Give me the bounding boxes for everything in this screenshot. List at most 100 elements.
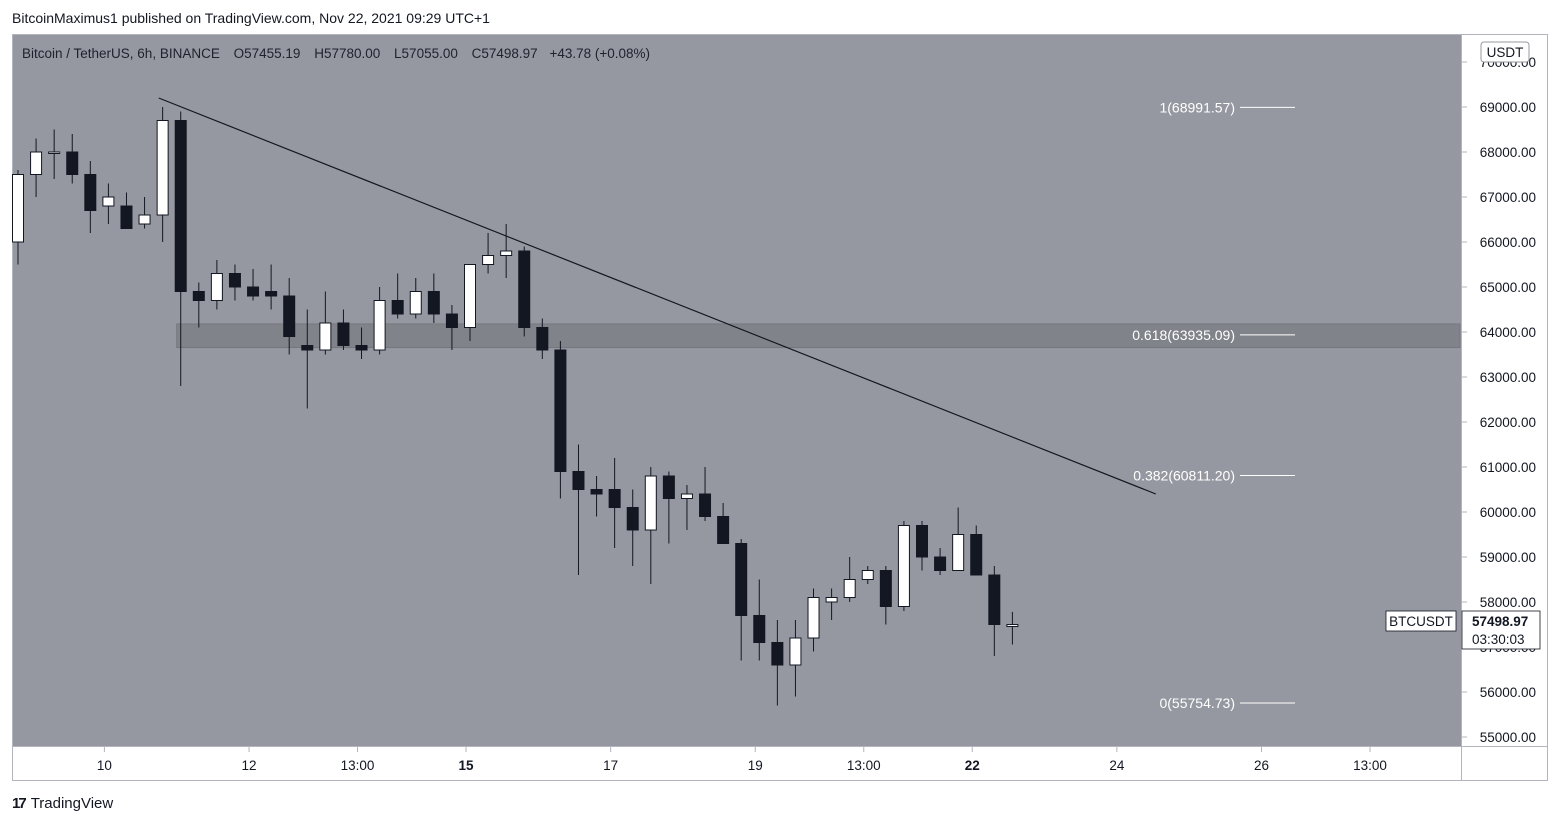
candle-body	[391, 300, 404, 315]
candle	[644, 467, 657, 584]
time-tick-label: 19	[748, 758, 763, 773]
candle	[879, 566, 892, 625]
candle-body	[464, 264, 476, 328]
candle-body	[518, 250, 531, 328]
fibonacci-layer: 1(68991.57) 0.618(63935.09) 0.382(60811.20…	[1132, 99, 1295, 711]
candle	[861, 566, 874, 584]
currency-badge[interactable]: USDT	[1480, 41, 1530, 63]
time-tick-label: 22	[965, 758, 980, 773]
last-price-tag: 57498.97 03:30:03	[1461, 610, 1541, 650]
tradingview-brand: TradingView	[30, 795, 114, 812]
time-tick-label: 13:00	[847, 758, 881, 773]
candle	[843, 557, 856, 602]
price-tick-label: 64000.00	[1480, 325, 1536, 340]
candle	[12, 170, 24, 265]
candle-body	[12, 174, 24, 243]
candle-body	[879, 570, 892, 607]
candle	[554, 341, 567, 499]
candle-body	[247, 286, 260, 297]
candle	[626, 489, 639, 566]
candle-body	[445, 313, 458, 328]
candle	[753, 579, 766, 661]
candle-body	[662, 475, 675, 499]
support-zone	[176, 323, 1461, 349]
candle	[391, 273, 404, 319]
candle-body	[156, 120, 169, 216]
candle	[102, 183, 115, 224]
candle-body	[680, 493, 693, 499]
price-tick-label: 62000.00	[1480, 415, 1536, 430]
candle	[916, 521, 928, 571]
time-tick-label: 26	[1254, 758, 1269, 773]
candle-body	[771, 642, 784, 666]
candle	[265, 264, 278, 310]
candle-body	[970, 534, 983, 576]
candle	[518, 246, 531, 337]
price-tick-label: 69000.00	[1480, 100, 1536, 115]
candle-body	[120, 205, 133, 229]
legend-low-label: L	[394, 46, 402, 61]
time-tick-label: 24	[1109, 758, 1125, 773]
price-tick-label: 67000.00	[1480, 190, 1536, 205]
candle-body	[192, 291, 205, 301]
price-tick-label: 61000.00	[1480, 460, 1536, 475]
price-tick-label: 68000.00	[1480, 145, 1536, 160]
candle-body	[789, 637, 802, 666]
candlestick-chart[interactable]: 1(68991.57) 0.618(63935.09) 0.382(60811.20…	[12, 34, 1548, 781]
candle	[301, 309, 314, 409]
candle	[988, 566, 1001, 656]
candle	[500, 224, 513, 278]
candle	[717, 503, 730, 544]
candle	[825, 588, 838, 620]
candle	[789, 620, 802, 697]
candle-body	[301, 345, 314, 351]
candle	[970, 525, 983, 576]
candle	[210, 260, 223, 310]
legend-change: +43.78 (+0.08%)	[549, 46, 650, 61]
candle	[807, 588, 820, 652]
support-zone-layer	[176, 323, 1461, 349]
candle-body	[210, 273, 223, 301]
time-axis[interactable]: 10 12 13:00 15 17 19 13:00 22 24 26 13:00	[97, 747, 1387, 773]
trendline-layer	[158, 97, 1157, 495]
candle-body	[644, 475, 657, 531]
candle	[897, 521, 910, 611]
candle-body	[554, 349, 567, 472]
candle	[174, 111, 187, 386]
candle-body	[735, 543, 748, 616]
candle-body	[355, 345, 368, 351]
candle	[156, 107, 169, 242]
candle	[48, 129, 61, 179]
candle-body	[753, 615, 766, 643]
candle	[192, 282, 205, 328]
candle-body	[174, 120, 187, 292]
fib-label: 0(55754.73)	[1159, 695, 1235, 711]
candle	[319, 291, 332, 355]
candle-body	[590, 489, 603, 495]
price-tick-label: 55000.00	[1480, 730, 1536, 745]
tradingview-mark-icon: 17	[12, 795, 27, 812]
symbol-tag: BTCUSDT	[1385, 610, 1457, 632]
candle	[66, 134, 79, 184]
candle	[572, 444, 585, 575]
candle	[355, 327, 368, 359]
candle	[464, 264, 476, 341]
time-tick-label: 10	[97, 758, 112, 773]
candle	[934, 548, 947, 575]
countdown-label: 03:30:03	[1472, 632, 1525, 647]
candle-body	[48, 151, 61, 154]
publisher-line: BitcoinMaximus1 published on TradingView…	[12, 10, 490, 26]
candle-body	[228, 273, 241, 288]
candle-body	[536, 327, 549, 351]
candle	[1006, 611, 1019, 645]
legend-open-value: 57455.19	[244, 46, 300, 61]
candle-body	[861, 570, 874, 580]
candle-body	[897, 525, 910, 607]
candle	[120, 192, 133, 229]
legend-high-value: 57780.00	[324, 46, 380, 61]
candle	[228, 264, 241, 301]
tradingview-logo[interactable]: 17 TradingView	[12, 795, 113, 812]
candle-body	[319, 322, 332, 351]
candle-body	[699, 493, 712, 517]
candle	[680, 485, 693, 530]
